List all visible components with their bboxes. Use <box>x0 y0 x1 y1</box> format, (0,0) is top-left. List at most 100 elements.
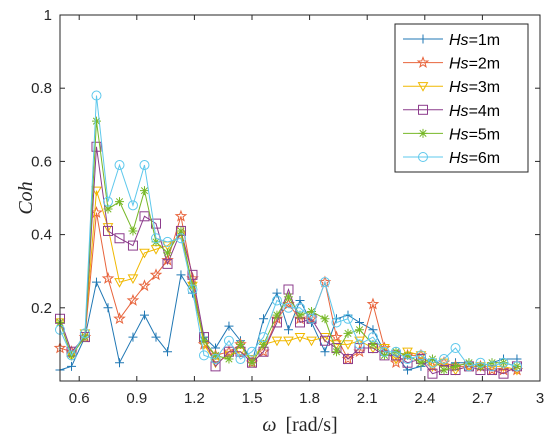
data-point <box>343 313 353 324</box>
x-tick-label: 0.6 <box>69 390 90 407</box>
data-point <box>91 90 102 101</box>
data-point <box>330 330 343 343</box>
x-tick-label: 2.1 <box>357 390 378 407</box>
data-point <box>114 278 125 288</box>
legend-label-var: Hs <box>449 126 469 143</box>
x-axis-unit: [rad/s] <box>285 414 337 436</box>
data-point <box>91 141 102 152</box>
data-point <box>126 293 140 306</box>
data-point <box>258 332 269 343</box>
data-point <box>271 336 283 347</box>
legend-label-var: Hs <box>449 79 469 96</box>
data-point <box>235 339 245 349</box>
data-point <box>272 310 282 320</box>
data-point <box>403 350 413 360</box>
x-tick-label: 1.2 <box>184 390 205 407</box>
data-point <box>487 358 497 368</box>
data-point <box>128 226 138 236</box>
data-point <box>305 312 318 325</box>
data-point <box>114 160 125 171</box>
y-tick-label: 0.8 <box>31 80 52 97</box>
data-point <box>271 295 282 306</box>
data-point <box>187 269 198 280</box>
data-point <box>175 233 186 244</box>
legend-label-value: =5m <box>469 126 501 143</box>
data-point <box>128 332 138 342</box>
data-point <box>439 354 449 365</box>
legend-label-var: Hs <box>449 103 469 120</box>
legend-label: Hs=1m <box>449 32 500 49</box>
data-point <box>67 361 77 371</box>
data-point <box>163 248 173 258</box>
data-point <box>115 358 125 368</box>
series-line <box>59 146 518 375</box>
data-point <box>127 240 138 251</box>
legend-marker <box>417 82 429 92</box>
data-point <box>367 332 378 343</box>
data-point <box>80 332 90 342</box>
data-point <box>283 302 294 313</box>
data-point <box>127 274 139 285</box>
tick-labels: 0.6 0.9 1.2 1.5 1.8 2.1 2.4 2.7 3 0.2 0.4 0.6 0.8 1 <box>31 7 544 407</box>
data-point <box>127 200 138 211</box>
data-point <box>295 302 305 313</box>
data-point <box>247 358 257 368</box>
data-point <box>186 271 199 284</box>
data-point <box>497 363 510 376</box>
data-point <box>354 336 365 347</box>
legend-item: Hs=6m <box>403 150 500 167</box>
data-point <box>318 275 332 288</box>
data-point <box>355 325 365 335</box>
legend-marker <box>418 104 428 115</box>
legend-label: Hs=3m <box>449 79 500 96</box>
data-point <box>427 354 437 364</box>
legend-item: Hs=4m <box>403 103 500 120</box>
data-point <box>103 196 113 207</box>
legend-label: Hs=4m <box>449 103 500 120</box>
data-point <box>450 343 461 354</box>
data-point <box>199 336 209 346</box>
legend-label: Hs=5m <box>449 126 500 143</box>
data-point <box>319 335 330 346</box>
data-point <box>498 368 509 379</box>
data-point <box>343 354 353 365</box>
data-point <box>187 281 197 291</box>
legend-item: Hs=3m <box>403 79 500 96</box>
series-line <box>59 95 518 367</box>
data-point <box>139 248 150 259</box>
data-point <box>341 352 355 365</box>
data-point <box>199 350 209 361</box>
data-point <box>149 268 163 281</box>
legend-marker <box>416 55 430 68</box>
data-point <box>176 270 186 280</box>
data-point <box>402 347 413 358</box>
data-point <box>259 314 269 324</box>
x-tick-label: 2.7 <box>472 390 493 407</box>
data-point <box>320 347 330 357</box>
data-point <box>174 209 188 222</box>
data-point <box>306 336 317 347</box>
data-point <box>114 233 125 244</box>
data-point <box>103 204 113 214</box>
x-tick-label: 0.9 <box>126 390 147 407</box>
data-point <box>138 279 151 292</box>
data-point <box>91 277 101 287</box>
data-point <box>259 339 269 349</box>
data-point <box>151 233 161 244</box>
data-point <box>427 368 438 379</box>
data-point <box>103 225 113 236</box>
data-point <box>224 321 234 331</box>
y-tick-label: 0.2 <box>31 300 52 317</box>
data-point <box>498 357 509 368</box>
data-point <box>247 346 257 357</box>
data-point <box>224 354 234 364</box>
series-6 <box>55 90 522 372</box>
data-point <box>463 361 474 372</box>
legend-marker <box>418 152 428 162</box>
y-tick-label: 0.4 <box>31 227 52 244</box>
data-point <box>101 271 115 284</box>
legend-label-value: =1m <box>469 32 501 49</box>
data-point <box>319 277 330 288</box>
data-point <box>235 354 246 365</box>
